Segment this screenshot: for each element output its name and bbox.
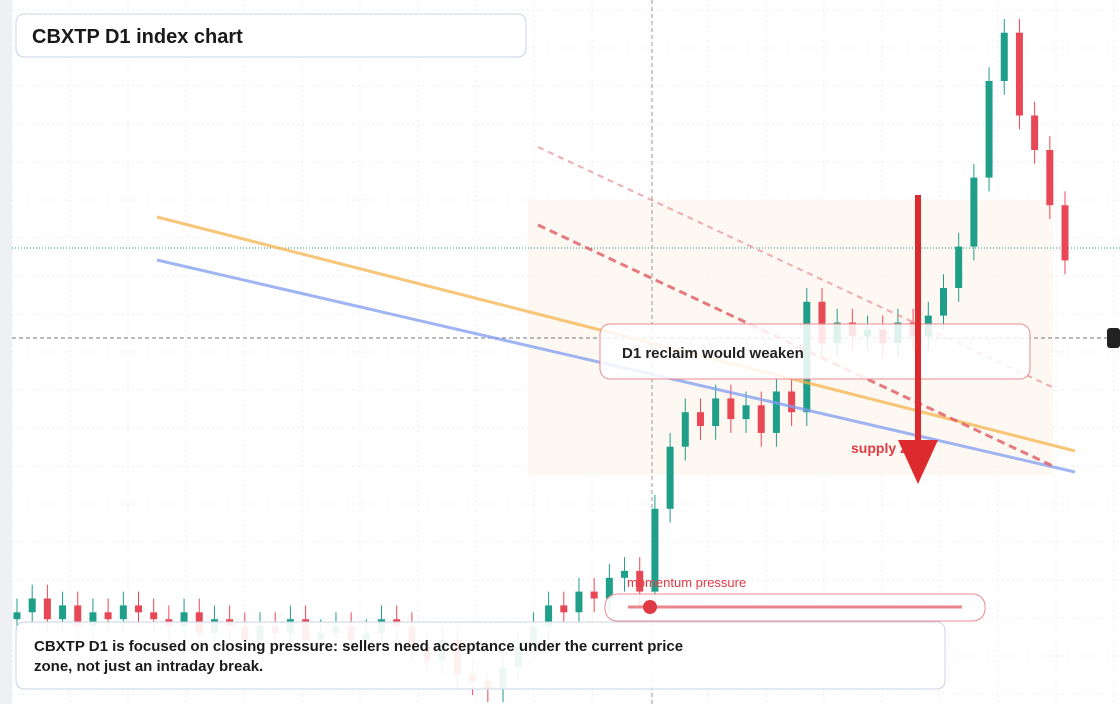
candle-body [1061, 205, 1069, 261]
candle-body [575, 591, 583, 613]
caption-wrap: CBXTP D1 is focused on closing pressure:… [34, 638, 684, 675]
caption-box [15, 621, 946, 690]
candle-body [712, 398, 720, 426]
candle-body [119, 605, 127, 620]
candle-body [772, 391, 780, 433]
candle-body [636, 570, 644, 592]
arrow-head [898, 440, 938, 484]
candle-body [1000, 32, 1008, 81]
candle-body [74, 605, 82, 627]
candle-body [1031, 115, 1039, 150]
candle-body [955, 246, 963, 288]
candle-body [788, 391, 796, 413]
candle-body [605, 577, 613, 599]
candle-body [104, 612, 112, 620]
candle-body [970, 177, 978, 247]
annotation: D1 reclaim would weaken [622, 345, 804, 362]
candle-body [180, 612, 188, 627]
annotation-box [599, 323, 1031, 380]
candle-body [681, 412, 689, 447]
candle-body [135, 605, 143, 613]
candle-body [89, 612, 97, 627]
candle-body [59, 605, 67, 620]
candle-body [28, 598, 36, 613]
candle-body [13, 612, 21, 620]
chart-title: CBXTP D1 index chart [32, 26, 243, 48]
caption: CBXTP D1 is focused on closing pressure:… [34, 638, 684, 675]
candle-body [1015, 32, 1023, 116]
title-box [15, 13, 527, 58]
price-handle[interactable] [1107, 328, 1120, 348]
candle-body [150, 612, 158, 620]
momentum-label: momentum pressure [627, 575, 746, 590]
momentum-knob [643, 600, 657, 614]
candle-body [590, 591, 598, 599]
candle-body [545, 605, 553, 627]
candle-body [939, 288, 947, 316]
candle-body [1046, 150, 1054, 206]
candle-body [985, 81, 993, 178]
candle-body [560, 605, 568, 613]
candle-body [43, 598, 51, 620]
candle-body [818, 301, 826, 344]
candle-body [621, 570, 629, 578]
candle-body [651, 508, 659, 592]
left-edge [0, 0, 12, 704]
candle-body [696, 412, 704, 426]
candle-body [727, 398, 735, 420]
candle-body [666, 446, 674, 509]
channel-line [537, 223, 1056, 469]
candle-body [742, 405, 750, 420]
candle-body [757, 405, 765, 433]
